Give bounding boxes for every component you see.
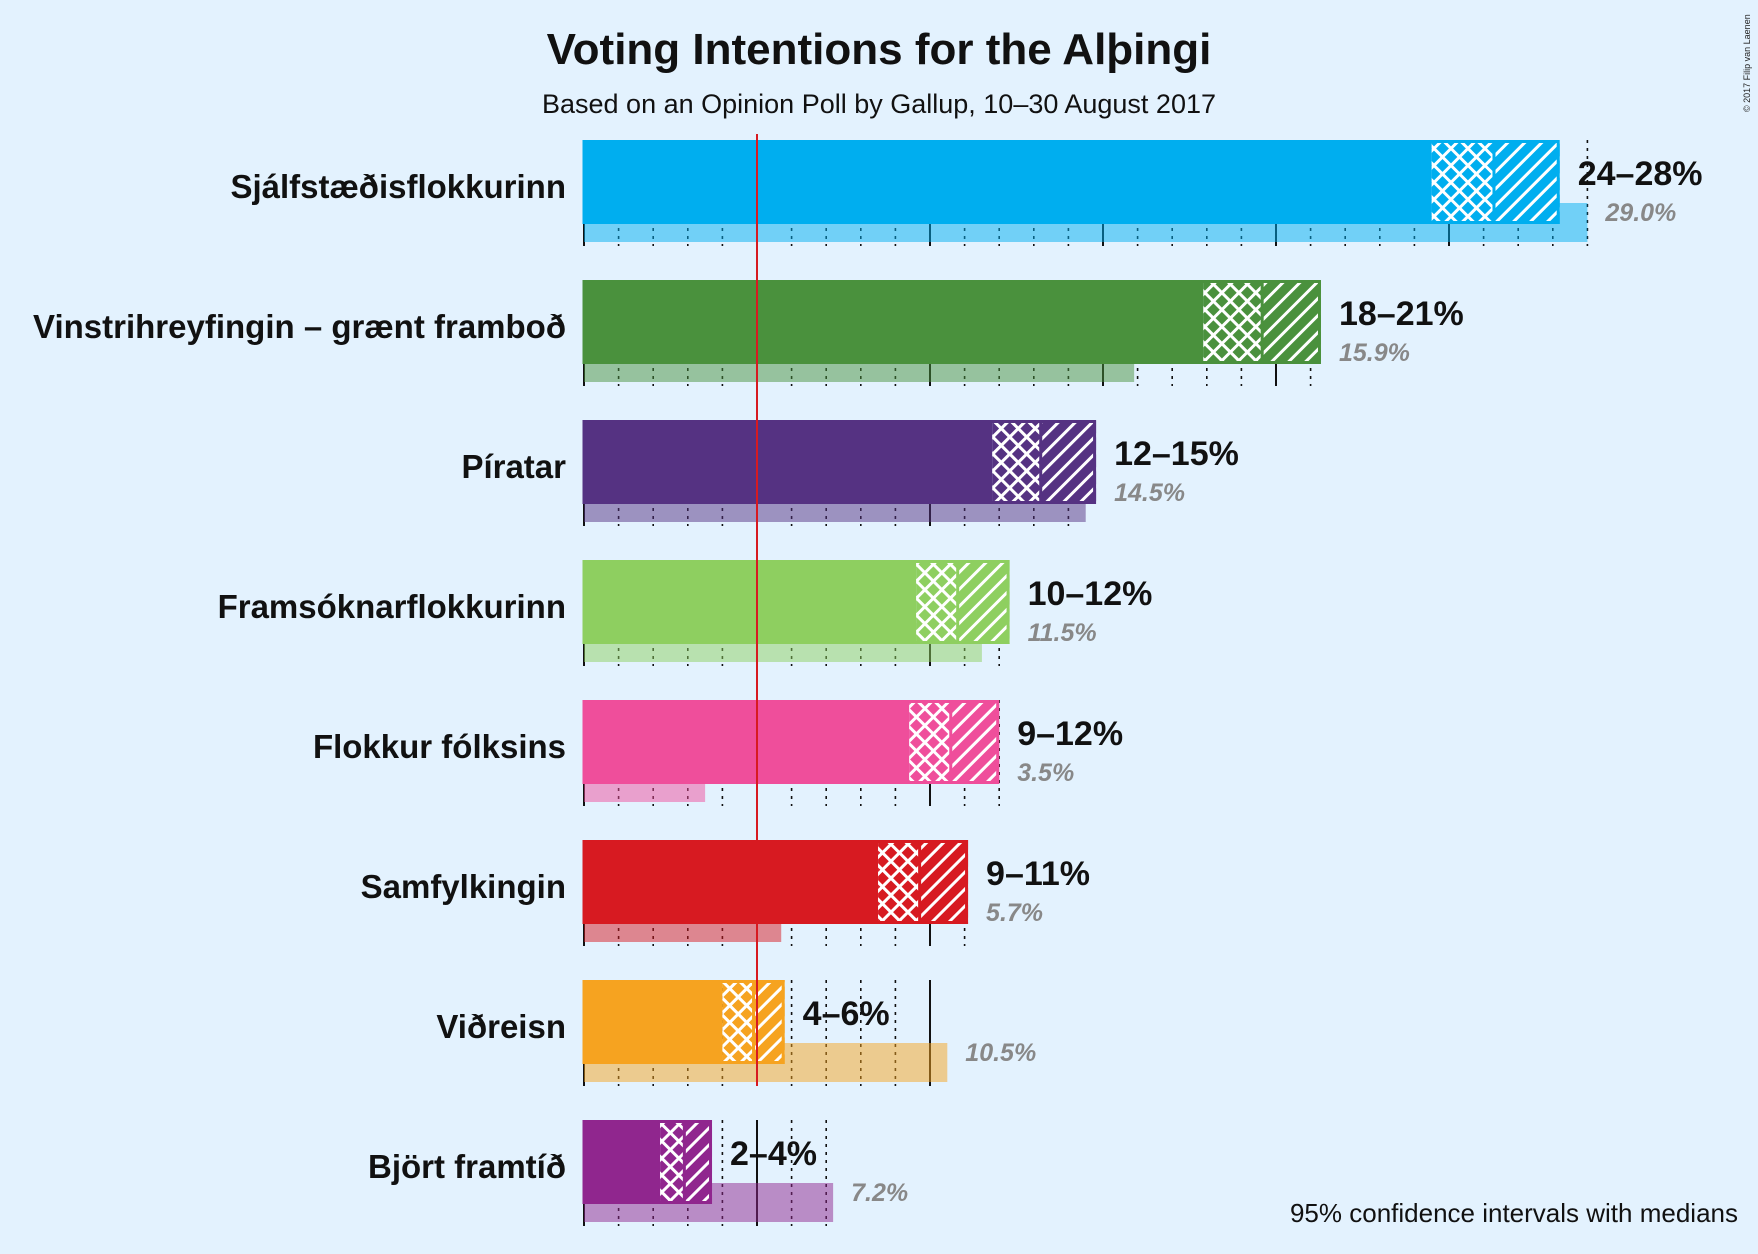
range-label: 24–28% [1578,155,1703,193]
poll-bar-outline [582,560,1010,644]
ci-lower-segment [1203,280,1263,364]
ci-upper-segment [1040,420,1097,504]
bar-row: Viðreisn 4–6% 10.5% [436,980,1036,1082]
ci-lower-segment [878,840,920,924]
bar-row: Flokkur fólksins 9–12% 3.5% [313,700,1123,802]
range-label: 4–6% [803,995,890,1033]
range-label: 10–12% [1028,575,1153,613]
category-label: Samfylkingin [361,868,566,905]
poll-bar-outline [582,840,969,924]
last-result-label: 5.7% [986,899,1043,927]
poll-bar [584,840,879,924]
category-label: Vinstrihreyfingin – grænt framboð [33,308,566,345]
poll-bar-outline [582,420,1097,504]
poll-bar [584,420,993,504]
poll-bar-outline [582,700,1000,784]
ci-upper-segment [753,980,785,1064]
ci-lower-segment [722,980,754,1064]
range-label: 9–12% [1017,715,1123,753]
bar-row: Sjálfstæðisflokkurinn 24–28% 29.0% [230,140,1703,242]
last-result-label: 29.0% [1604,199,1676,227]
bar-rows: Sjálfstæðisflokkurinn 24–28% 29.0% Vinstrih… [33,134,1703,1222]
poll-bar-outline [582,280,1321,364]
category-label: Björt framtíð [368,1148,566,1185]
ci-lower-segment [992,420,1041,504]
category-label: Sjálfstæðisflokkurinn [230,168,566,205]
bar-row: Píratar 12–15% 14.5% [461,420,1239,522]
ci-upper-segment [919,840,969,924]
ci-upper-segment [957,560,1010,644]
poll-bar-outline [582,1120,713,1204]
chart-subtitle: Based on an Opinion Poll by Gallup, 10–3… [542,89,1216,119]
ci-upper-segment [1262,280,1321,364]
last-result-label: 11.5% [1028,619,1097,647]
last-result-label: 14.5% [1114,479,1185,507]
poll-bar [584,980,723,1064]
category-label: Píratar [461,448,566,485]
bar-row: Björt framtíð 2–4% 7.2% [368,1120,908,1222]
poll-bar [584,560,917,644]
ci-lower-segment [909,700,951,784]
poll-bar [584,700,910,784]
ci-upper-segment [1493,140,1560,224]
ci-lower-segment [1431,140,1494,224]
last-result-label: 15.9% [1339,339,1410,367]
ci-lower-segment [916,560,958,644]
ci-upper-segment [950,700,1000,784]
poll-bar [584,1120,661,1204]
category-label: Flokkur fólksins [313,728,566,765]
range-label: 2–4% [730,1135,817,1173]
ci-upper-segment [684,1120,713,1204]
poll-bar [584,280,1204,364]
poll-bar [584,140,1432,224]
copyright-note: © 2017 Filip van Laenen [1742,14,1752,112]
last-result-label: 7.2% [851,1179,908,1207]
bar-row: Samfylkingin 9–11% 5.7% [361,840,1090,942]
poll-bar-outline [582,140,1560,224]
confidence-note: 95% confidence intervals with medians [1290,1198,1738,1228]
chart-title: Voting Intentions for the Alþingi [547,25,1212,74]
category-label: Framsóknarflokkurinn [218,588,566,625]
bar-row: Vinstrihreyfingin – grænt framboð 18–21% 1… [33,280,1464,382]
poll-bar-outline [582,980,785,1064]
last-result-label: 3.5% [1017,759,1074,787]
category-label: Viðreisn [436,1008,566,1045]
last-result-label: 10.5% [965,1039,1036,1067]
range-label: 12–15% [1114,435,1239,473]
ci-lower-segment [660,1120,685,1204]
range-label: 18–21% [1339,295,1464,333]
range-label: 9–11% [986,855,1090,893]
bar-row: Framsóknarflokkurinn 10–12% 11.5% [218,560,1153,662]
